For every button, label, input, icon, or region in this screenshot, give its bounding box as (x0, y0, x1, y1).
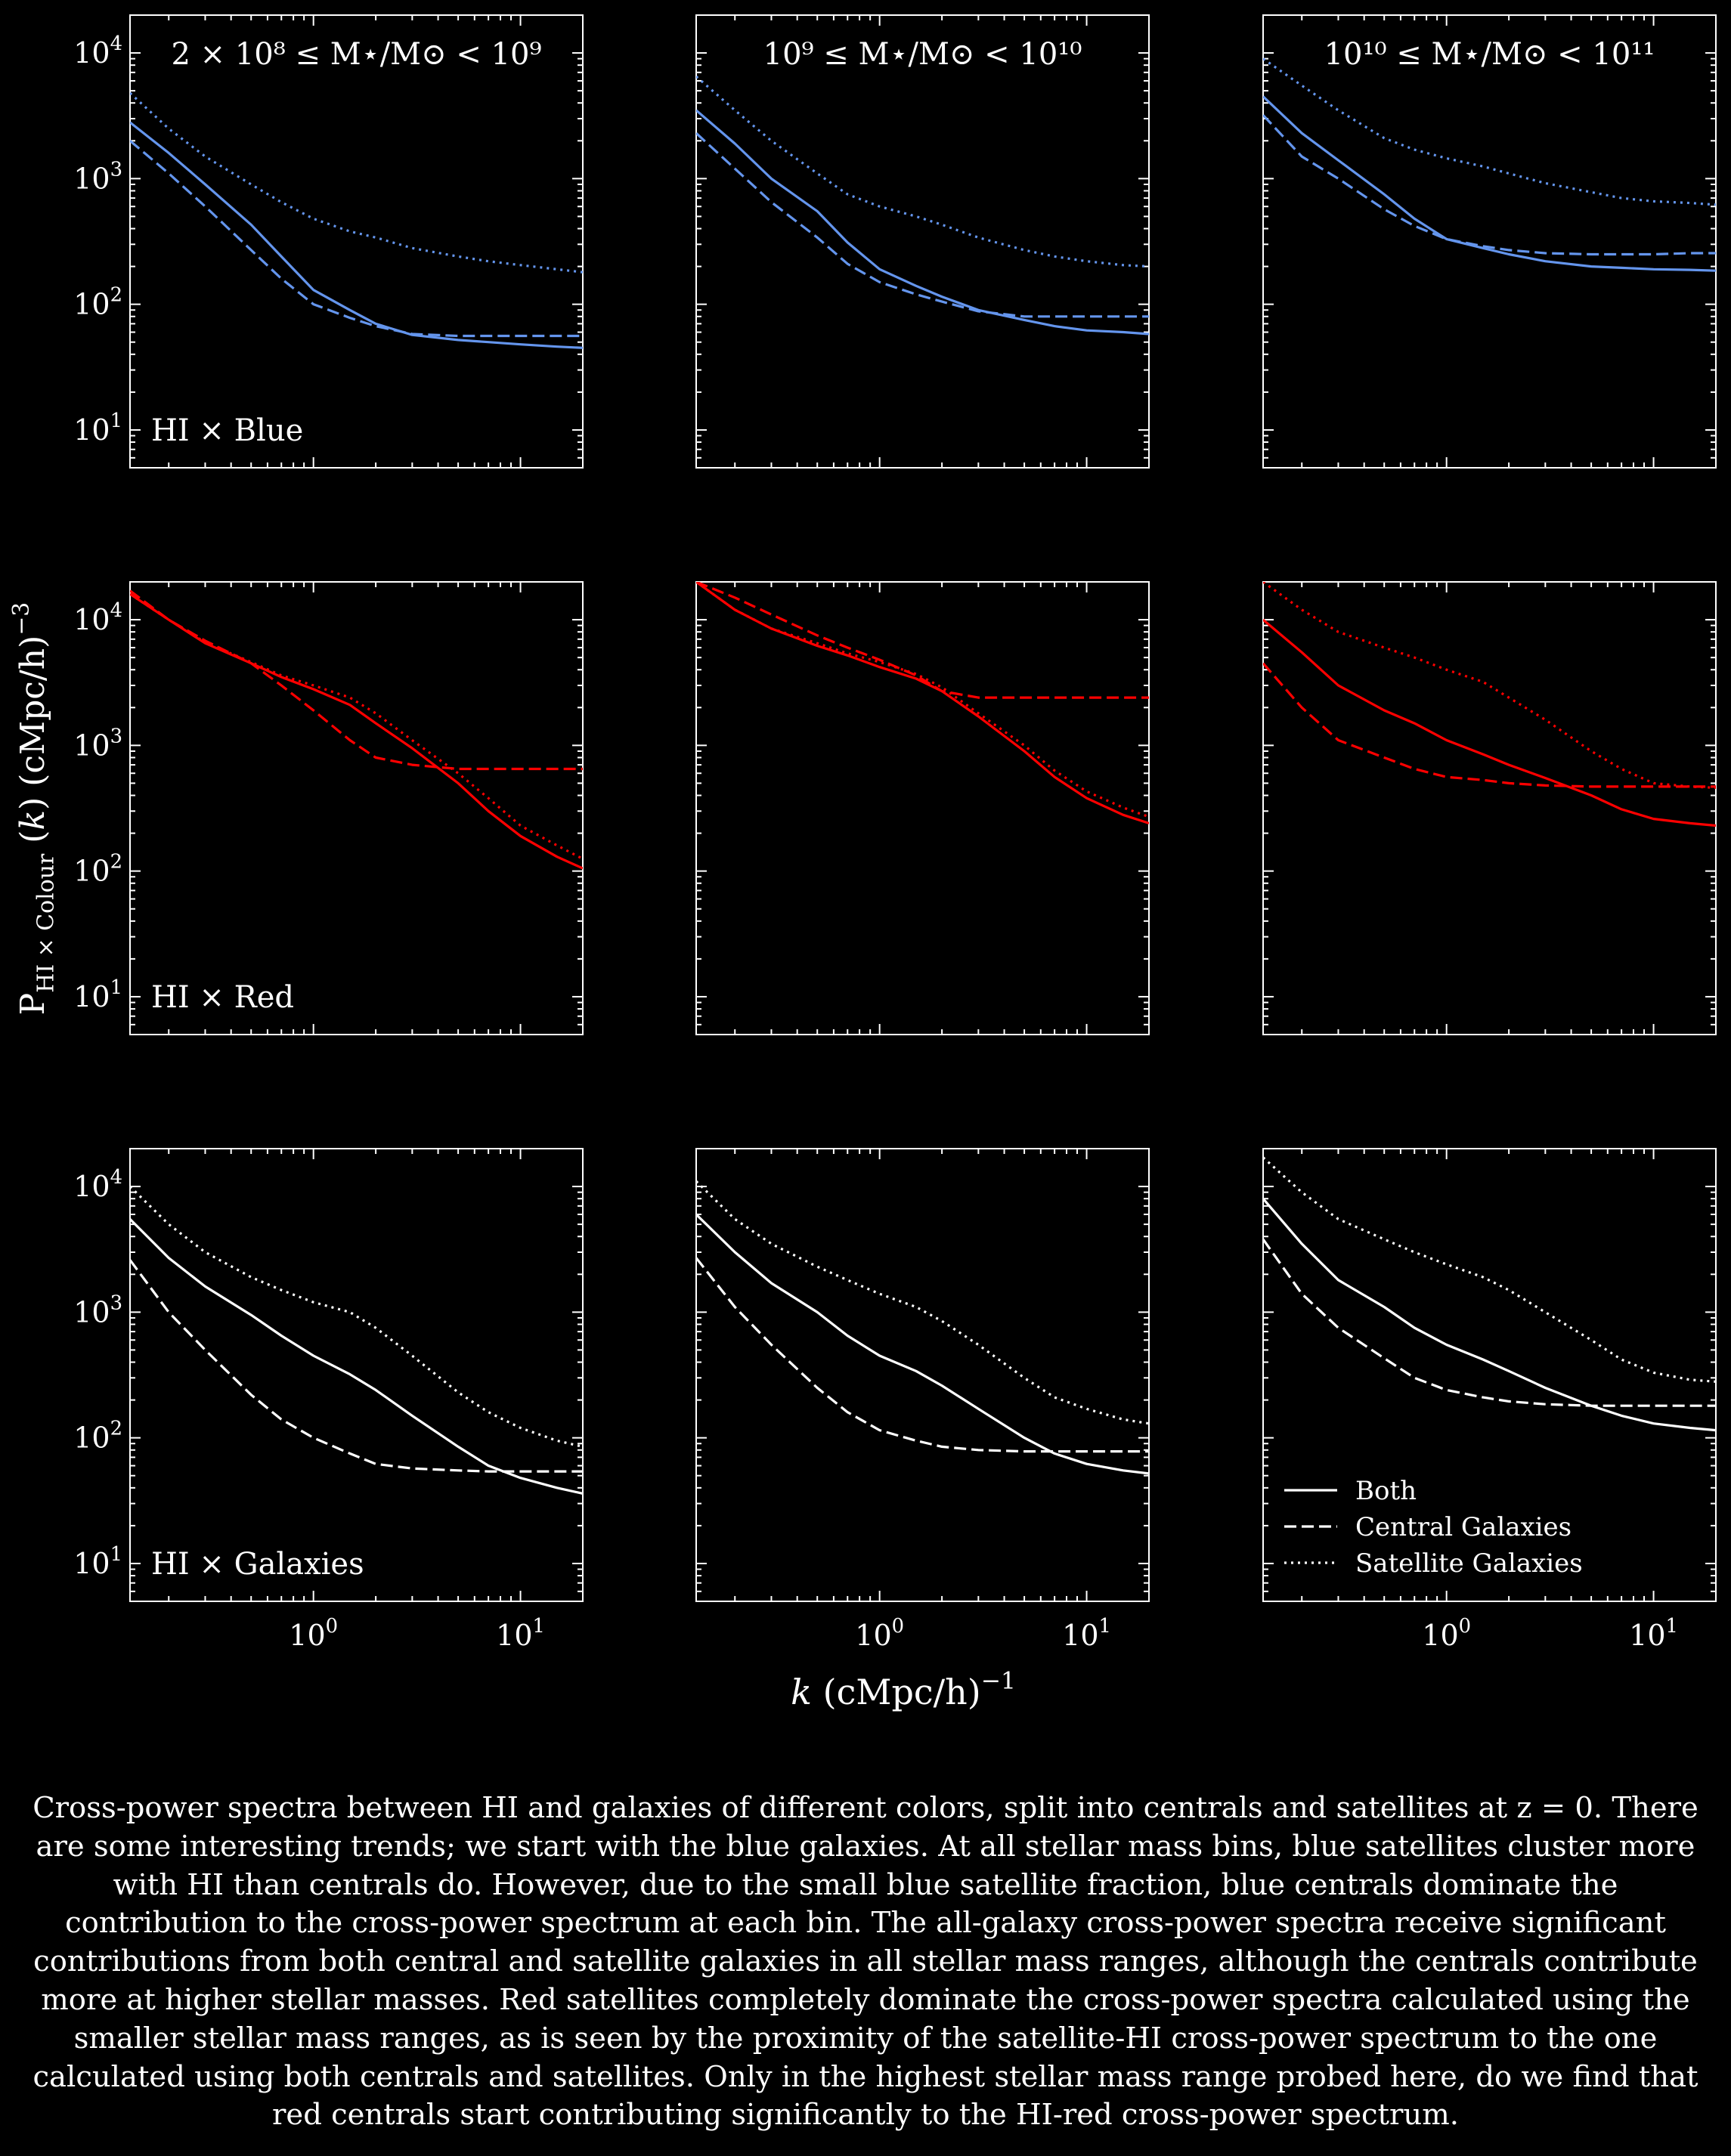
series-line-dotted (696, 1180, 1149, 1425)
panel-r2-c1 (695, 1148, 1150, 1602)
series-line-solid (130, 1218, 583, 1495)
series-line-dashed (696, 132, 1149, 318)
y-tick-label: 103 (73, 725, 122, 762)
series-line-dashed (1263, 114, 1716, 256)
x-axis-label: k (cMpc/h)−1 (791, 1667, 1016, 1712)
series-line-solid (130, 592, 583, 870)
column-title: 10⁹ ≤ M⋆/M⊙ < 10¹⁰ (763, 37, 1082, 72)
series-line-dashed (696, 1257, 1149, 1453)
x-tick-label: 100 (289, 1615, 338, 1652)
panel-frame (695, 581, 1150, 1035)
series-line-solid (696, 1213, 1149, 1475)
column-title: 10¹⁰ ≤ M⋆/M⊙ < 10¹¹ (1324, 37, 1655, 72)
series-line-dotted (130, 592, 583, 860)
series-line-dashed (1263, 1238, 1716, 1407)
series-line-dotted (1263, 1156, 1716, 1383)
panel-r0-c2: 10¹⁰ ≤ M⋆/M⊙ < 10¹¹ (1262, 14, 1717, 469)
column-title: 2 × 10⁸ ≤ M⋆/M⊙ < 10⁹ (171, 37, 541, 72)
y-tick-label: 101 (73, 1543, 122, 1580)
series-line-solid (130, 121, 583, 349)
panel-r0-c1: 10⁹ ≤ M⋆/M⊙ < 10¹⁰ (695, 14, 1150, 469)
panel-frame (129, 581, 584, 1035)
panel-r1-c0: HI × Red (129, 581, 584, 1035)
x-tick-label: 101 (1062, 1615, 1111, 1652)
panel-frame (129, 1148, 584, 1602)
row-label: HI × Red (151, 980, 294, 1015)
series-line-dashed (130, 1259, 583, 1473)
y-tick-label: 101 (73, 410, 122, 447)
y-axis-label: PHI × Colour (k) (cMpc/h)−3 (8, 602, 59, 1016)
figure-caption: Cross-power spectra between HI and galax… (33, 1791, 1698, 2133)
series-line-solid (1263, 95, 1716, 272)
series-line-dashed (696, 582, 1149, 699)
panel-r1-c2 (1262, 581, 1717, 1035)
panel-frame (129, 14, 584, 469)
series-line-dotted (696, 75, 1149, 268)
series-line-solid (1263, 1198, 1716, 1432)
y-axis-label-group: PHI × Colour (k) (cMpc/h)−3 (8, 602, 59, 1016)
legend-label: Both (1355, 1476, 1417, 1506)
x-tick-label: 100 (1422, 1615, 1471, 1652)
y-tick-label: 104 (73, 1166, 122, 1203)
y-tick-label: 103 (73, 1291, 122, 1329)
row-label: HI × Blue (151, 413, 303, 448)
y-tick-label: 104 (73, 599, 122, 636)
series-line-dashed (1263, 662, 1716, 788)
panel-r2-c2 (1262, 1148, 1717, 1602)
y-tick-label: 102 (73, 284, 122, 321)
panel-frame (1262, 581, 1717, 1035)
row-label: HI × Galaxies (151, 1547, 364, 1582)
legend-label: Satellite Galaxies (1355, 1548, 1583, 1579)
series-line-dashed (130, 140, 583, 338)
panel-frame (1262, 1148, 1717, 1602)
series-line-solid (696, 109, 1149, 336)
y-tick-label: 102 (73, 851, 122, 888)
y-tick-label: 102 (73, 1418, 122, 1455)
series-line-solid (1263, 618, 1716, 827)
y-tick-label: 104 (73, 32, 122, 70)
x-tick-label: 101 (1629, 1615, 1678, 1652)
cross-power-spectra-figure: HI × Blue 2 × 10⁸ ≤ M⋆/M⊙ < 10⁹ 101 102 103 1… (8, 14, 1717, 1712)
series-line-dotted (130, 1185, 583, 1448)
series-line-dotted (1263, 57, 1716, 206)
series-line-dotted (696, 582, 1149, 818)
panel-r2-c0: HI × Galaxies (129, 1148, 584, 1602)
legend-label: Central Galaxies (1355, 1512, 1572, 1542)
panel-frame (695, 14, 1150, 469)
panel-frame (1262, 14, 1717, 469)
x-tick-label: 101 (496, 1615, 545, 1652)
series-line-dotted (1263, 582, 1716, 789)
y-tick-label: 103 (73, 158, 122, 195)
x-tick-label: 100 (855, 1615, 904, 1652)
panel-r1-c1 (695, 581, 1150, 1035)
y-tick-label: 101 (73, 976, 122, 1013)
series-line-dotted (130, 91, 583, 274)
panel-r0-c0: HI × Blue 2 × 10⁸ ≤ M⋆/M⊙ < 10⁹ (129, 14, 584, 469)
